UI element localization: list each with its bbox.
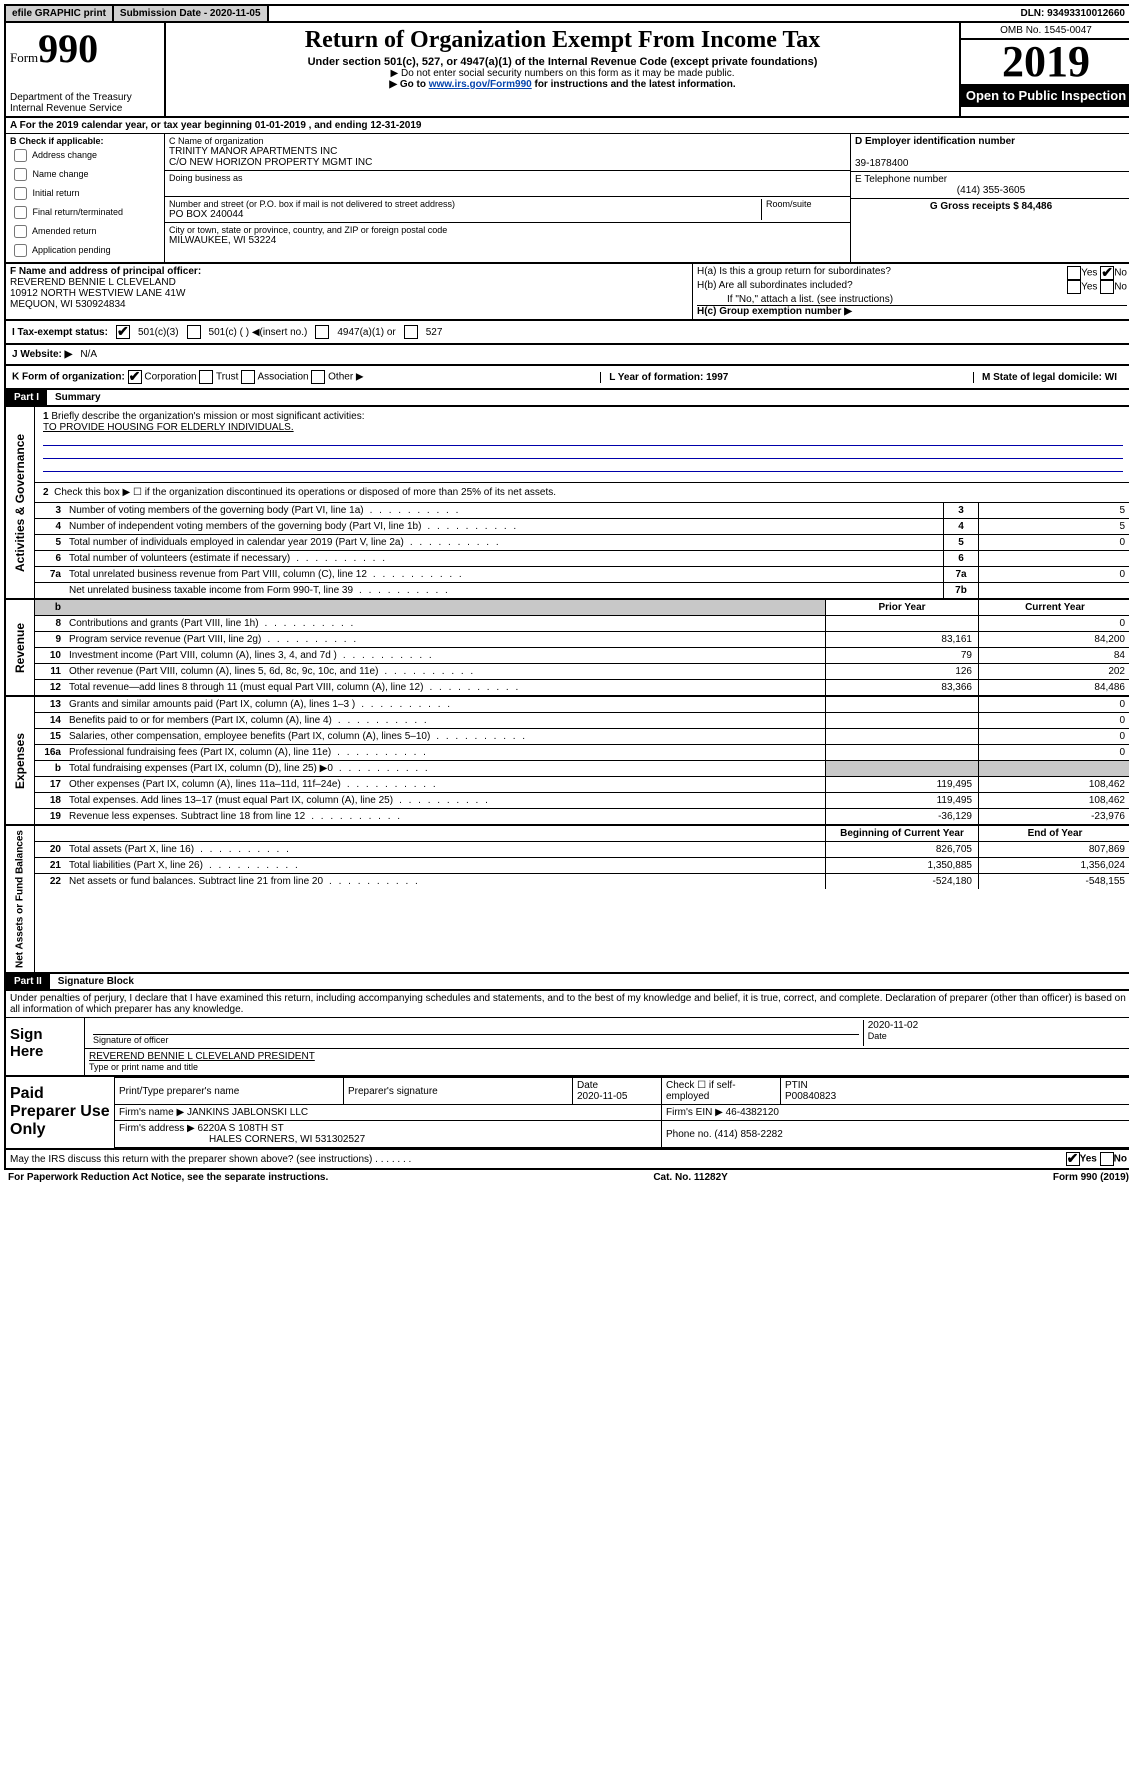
- dba-block: Doing business as: [165, 171, 850, 197]
- check-501c[interactable]: [187, 325, 201, 339]
- form-number: Form990: [10, 25, 160, 72]
- signature-block: Under penalties of perjury, I declare th…: [4, 991, 1129, 1150]
- street-address-block: Number and street (or P.O. box if mail i…: [165, 197, 850, 223]
- form-header: Form990 Department of the Treasury Inter…: [4, 23, 1129, 118]
- check-4947[interactable]: [315, 325, 329, 339]
- group-return-block: H(a) Is this a group return for subordin…: [693, 264, 1129, 319]
- ein-block: D Employer identification number 39-1878…: [851, 134, 1129, 172]
- summary-row: 22 Net assets or fund balances. Subtract…: [35, 874, 1129, 889]
- paid-preparer-label: Paid Preparer Use Only: [6, 1077, 114, 1148]
- city-block: City or town, state or province, country…: [165, 223, 850, 248]
- summary-row: 13 Grants and similar amounts paid (Part…: [35, 697, 1129, 713]
- part-i-net-assets: Net Assets or Fund Balances Beginning of…: [4, 826, 1129, 974]
- calendar-year-line: A For the 2019 calendar year, or tax yea…: [6, 118, 1129, 134]
- check-527[interactable]: [404, 325, 418, 339]
- summary-row: 19 Revenue less expenses. Subtract line …: [35, 809, 1129, 824]
- check-501c3[interactable]: [116, 325, 130, 339]
- summary-row: 15 Salaries, other compensation, employe…: [35, 729, 1129, 745]
- efile-button[interactable]: efile GRAPHIC print: [6, 6, 114, 21]
- website-row: J Website: ▶ N/A: [4, 345, 1129, 366]
- summary-row: 11 Other revenue (Part VIII, column (A),…: [35, 664, 1129, 680]
- summary-row: 18 Total expenses. Add lines 13–17 (must…: [35, 793, 1129, 809]
- mission-text: TO PROVIDE HOUSING FOR ELDERLY INDIVIDUA…: [43, 422, 294, 433]
- check-address-change[interactable]: Address change: [10, 146, 160, 165]
- summary-row: 21 Total liabilities (Part X, line 26) 1…: [35, 858, 1129, 874]
- tax-year: 2019: [961, 40, 1129, 84]
- ha-yes[interactable]: [1067, 266, 1081, 280]
- principal-officer: F Name and address of principal officer:…: [6, 264, 693, 319]
- summary-row: 20 Total assets (Part X, line 16) 826,70…: [35, 842, 1129, 858]
- summary-row: 14 Benefits paid to or for members (Part…: [35, 713, 1129, 729]
- check-amended-return[interactable]: Amended return: [10, 222, 160, 241]
- summary-row: 5 Total number of individuals employed i…: [35, 535, 1129, 551]
- check-corporation[interactable]: [128, 370, 142, 384]
- discuss-row: May the IRS discuss this return with the…: [4, 1150, 1129, 1170]
- summary-row: 7a Total unrelated business revenue from…: [35, 567, 1129, 583]
- check-name-change[interactable]: Name change: [10, 165, 160, 184]
- summary-row: 6 Total number of volunteers (estimate i…: [35, 551, 1129, 567]
- summary-row: 3 Number of voting members of the govern…: [35, 503, 1129, 519]
- check-initial-return[interactable]: Initial return: [10, 184, 160, 203]
- part-i-expenses: Expenses 13 Grants and similar amounts p…: [4, 697, 1129, 826]
- summary-row: 10 Investment income (Part VIII, column …: [35, 648, 1129, 664]
- open-public-badge: Open to Public Inspection: [961, 84, 1129, 107]
- hb-yes[interactable]: [1067, 280, 1081, 294]
- summary-row: 17 Other expenses (Part IX, column (A), …: [35, 777, 1129, 793]
- dln: DLN: 93493310012660: [1014, 6, 1129, 21]
- telephone-block: E Telephone number (414) 355-3605: [851, 172, 1129, 199]
- summary-row: 9 Program service revenue (Part VIII, li…: [35, 632, 1129, 648]
- form-subtitle: Under section 501(c), 527, or 4947(a)(1)…: [170, 56, 955, 68]
- form-footer: For Paperwork Reduction Act Notice, see …: [4, 1170, 1129, 1185]
- discuss-yes[interactable]: [1066, 1152, 1080, 1166]
- part-i-header: Part I Summary: [4, 390, 1129, 407]
- gross-receipts: G Gross receipts $ 84,486: [851, 199, 1129, 214]
- part-i-revenue: Revenue b Prior Year Current Year 8 Cont…: [4, 600, 1129, 697]
- summary-row: 8 Contributions and grants (Part VIII, l…: [35, 616, 1129, 632]
- summary-row: 16a Professional fundraising fees (Part …: [35, 745, 1129, 761]
- sign-here-label: Sign Here: [6, 1018, 85, 1075]
- preparer-table: Print/Type preparer's name Preparer's si…: [114, 1077, 1129, 1148]
- check-other[interactable]: [311, 370, 325, 384]
- check-application-pending[interactable]: Application pending: [10, 241, 160, 260]
- discuss-no[interactable]: [1100, 1152, 1114, 1166]
- form-note-2: ▶ Go to www.irs.gov/Form990 for instruct…: [170, 79, 955, 90]
- part-i-governance: Activities & Governance 1 Briefly descri…: [4, 407, 1129, 600]
- section-b-checkboxes: B Check if applicable: Address change Na…: [6, 134, 165, 262]
- irs-link[interactable]: www.irs.gov/Form990: [429, 79, 532, 90]
- form-of-org-row: K Form of organization: Corporation Trus…: [4, 366, 1129, 390]
- form-note-1: ▶ Do not enter social security numbers o…: [170, 68, 955, 79]
- tax-exempt-status: I Tax-exempt status: 501(c)(3) 501(c) ( …: [4, 321, 1129, 345]
- top-bar: efile GRAPHIC print Submission Date - 20…: [4, 4, 1129, 23]
- org-name-block: C Name of organization TRINITY MANOR APA…: [165, 134, 850, 171]
- check-final-return[interactable]: Final return/terminated: [10, 203, 160, 222]
- summary-row: 12 Total revenue—add lines 8 through 11 …: [35, 680, 1129, 695]
- ha-no[interactable]: [1100, 266, 1114, 280]
- summary-row: Net unrelated business taxable income fr…: [35, 583, 1129, 598]
- summary-row: b Total fundraising expenses (Part IX, c…: [35, 761, 1129, 777]
- check-association[interactable]: [241, 370, 255, 384]
- submission-date: Submission Date - 2020-11-05: [114, 6, 269, 21]
- part-ii-header: Part II Signature Block: [4, 974, 1129, 991]
- department: Department of the Treasury Internal Reve…: [10, 92, 160, 114]
- check-trust[interactable]: [199, 370, 213, 384]
- hb-no[interactable]: [1100, 280, 1114, 294]
- form-title: Return of Organization Exempt From Incom…: [170, 27, 955, 54]
- summary-row: 4 Number of independent voting members o…: [35, 519, 1129, 535]
